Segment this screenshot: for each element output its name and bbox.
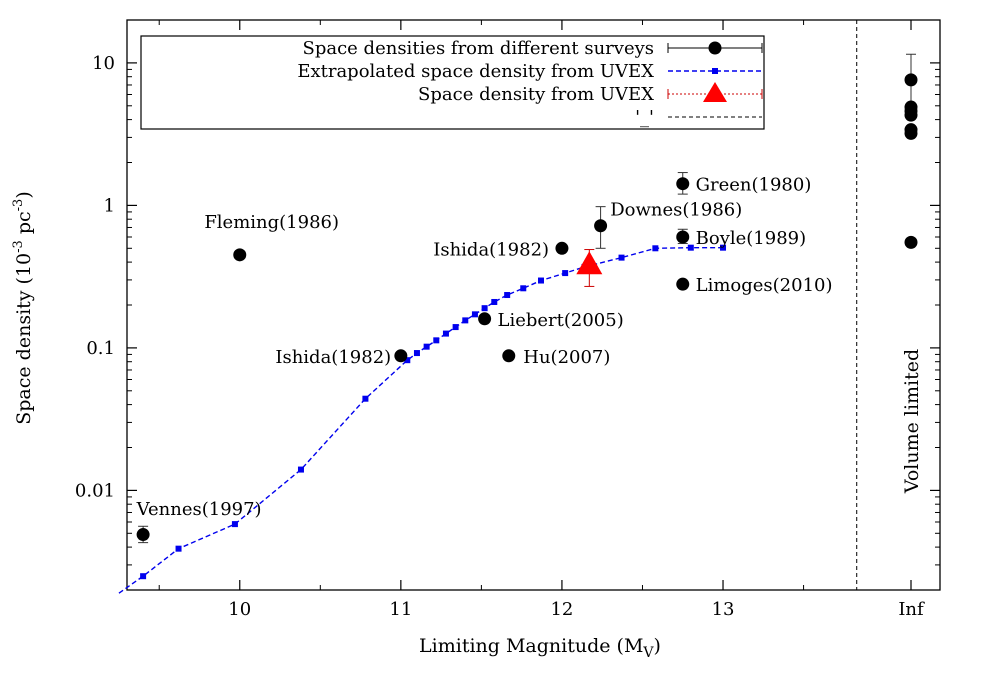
volume-limited-point <box>904 126 918 140</box>
extrapolated-density-point <box>140 573 147 580</box>
point-annotation: Ishida(1982) <box>433 239 549 260</box>
point-annotation: Fleming(1986) <box>204 212 339 233</box>
extrapolated-density-point <box>175 545 182 552</box>
y-tick-label: 1 <box>104 195 115 216</box>
x-tick-label: 12 <box>550 599 573 620</box>
legend-sample-marker <box>708 41 722 55</box>
volume-limited-label: Volume limited <box>901 349 923 494</box>
x-axis-label: Limiting Magnitude (MV) <box>419 635 661 661</box>
survey-point <box>676 177 690 191</box>
x-tick-label: 11 <box>389 599 412 620</box>
survey-point <box>676 277 690 291</box>
extrapolated-density-point <box>720 244 727 251</box>
legend: Space densities from different surveysEx… <box>140 35 765 130</box>
point-annotation: Green(1980) <box>696 175 812 196</box>
extrapolated-density-point <box>491 298 498 305</box>
extrapolated-density-point <box>231 521 238 528</box>
extrapolated-density-point <box>504 292 511 299</box>
legend-box <box>140 35 765 130</box>
survey-point <box>555 241 569 255</box>
volume-limited-point <box>904 108 918 122</box>
point-annotation: Vennes(1997) <box>136 499 262 520</box>
extrapolated-density-point <box>562 270 569 277</box>
y-axis-label: Space density (10-3 pc-3) <box>11 191 35 425</box>
axes: 10 11 12 13 Inf 0.01 0.1 1 10 <box>75 19 941 620</box>
volume-limited-point <box>904 73 918 87</box>
x-tick-label-inf: Inf <box>898 599 925 620</box>
x-tick-label: 13 <box>712 599 735 620</box>
point-annotation: Boyle(1989) <box>696 228 807 249</box>
extrapolated-density-point <box>462 317 469 324</box>
point-annotation: Liebert(2005) <box>498 310 624 331</box>
legend-sample-marker <box>712 68 718 74</box>
extrapolated-density-point <box>520 285 527 292</box>
extrapolated-density-point <box>404 357 411 364</box>
legend-label: Space densities from different surveys <box>303 38 654 59</box>
extrapolated-density-line <box>118 246 724 594</box>
extrapolated-density-point <box>537 277 544 284</box>
extrapolated-density-point <box>452 324 459 331</box>
survey-point <box>478 312 492 326</box>
point-annotation: Ishida(1982) <box>275 347 391 368</box>
volume-limited-point <box>904 235 918 249</box>
point-annotation: Downes(1986) <box>610 200 742 221</box>
extrapolated-density-point <box>471 311 478 318</box>
y-tick-label: 0.01 <box>75 480 115 501</box>
legend-label: Extrapolated space density from UVEX <box>297 61 654 82</box>
plot-area <box>118 53 918 594</box>
legend-label: '_' <box>635 107 654 128</box>
point-annotation: Hu(2007) <box>523 347 610 368</box>
uvex-density-point <box>576 251 603 275</box>
legend-sample-marker <box>703 82 727 102</box>
extrapolated-density-point <box>442 330 449 337</box>
survey-point <box>502 349 516 363</box>
extrapolated-density-point <box>423 343 430 350</box>
extrapolated-density-point <box>297 466 304 473</box>
extrapolated-density-point <box>652 245 659 252</box>
survey-point <box>233 248 247 262</box>
legend-label: Space density from UVEX <box>418 84 654 105</box>
extrapolated-density-point <box>481 305 488 312</box>
point-annotation: Limoges(2010) <box>696 275 833 296</box>
survey-point <box>594 219 608 233</box>
extrapolated-density-point <box>413 350 420 357</box>
extrapolated-density-point <box>362 395 369 402</box>
survey-point <box>394 349 408 363</box>
extrapolated-density-point <box>687 244 694 251</box>
annotations: Vennes(1997) Fleming(1986) Ishida(1982) Lie… <box>136 175 833 521</box>
survey-point <box>136 528 150 542</box>
extrapolated-density-point <box>433 337 440 344</box>
x-tick-label: 10 <box>228 599 251 620</box>
survey-point <box>676 230 690 244</box>
y-tick-label: 10 <box>92 53 115 74</box>
extrapolated-density-point <box>618 254 625 261</box>
y-tick-label: 0.1 <box>86 338 115 359</box>
